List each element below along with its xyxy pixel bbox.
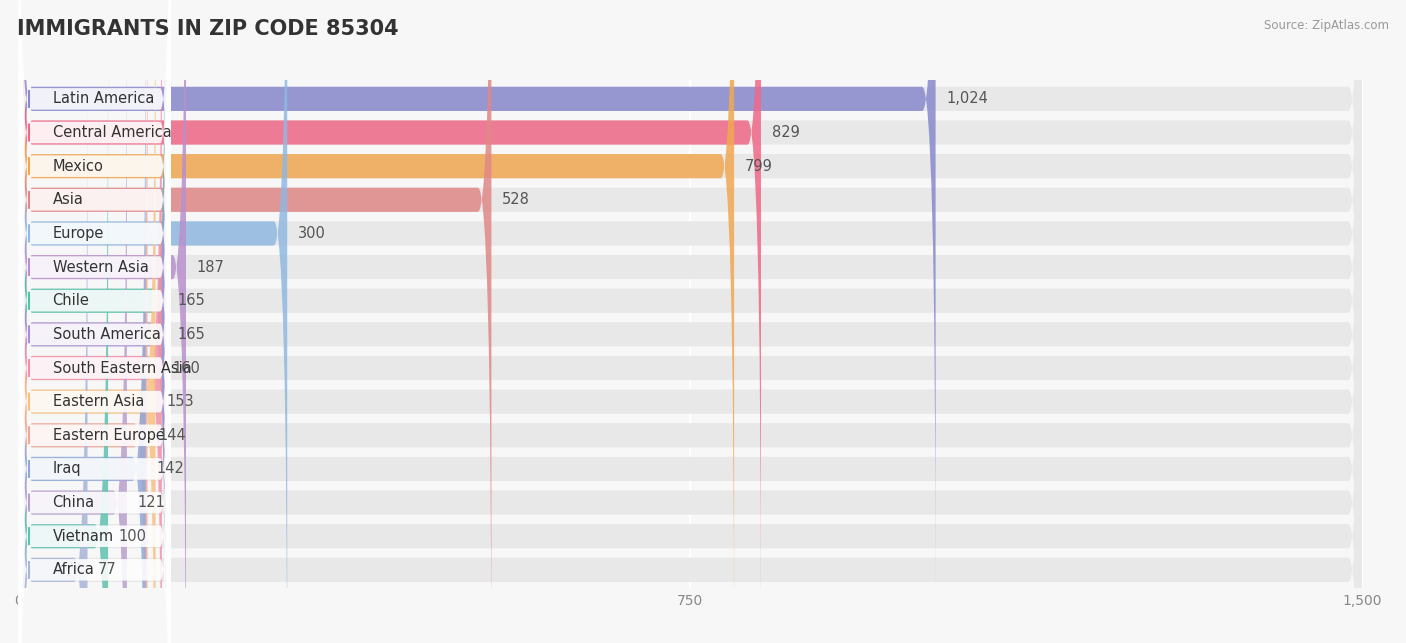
Text: 77: 77 — [98, 563, 117, 577]
FancyBboxPatch shape — [18, 0, 170, 643]
FancyBboxPatch shape — [18, 0, 1362, 643]
FancyBboxPatch shape — [18, 110, 170, 643]
FancyBboxPatch shape — [18, 0, 166, 643]
FancyBboxPatch shape — [18, 42, 170, 643]
FancyBboxPatch shape — [18, 0, 166, 643]
FancyBboxPatch shape — [18, 0, 170, 626]
FancyBboxPatch shape — [18, 44, 108, 643]
Text: 153: 153 — [166, 394, 194, 409]
FancyBboxPatch shape — [18, 0, 170, 559]
FancyBboxPatch shape — [18, 0, 287, 643]
Text: IMMIGRANTS IN ZIP CODE 85304: IMMIGRANTS IN ZIP CODE 85304 — [17, 19, 398, 39]
FancyBboxPatch shape — [18, 10, 1362, 643]
FancyBboxPatch shape — [18, 9, 170, 643]
FancyBboxPatch shape — [18, 0, 935, 592]
Text: Latin America: Latin America — [52, 91, 153, 106]
FancyBboxPatch shape — [18, 10, 127, 643]
FancyBboxPatch shape — [18, 0, 734, 643]
Text: Europe: Europe — [52, 226, 104, 241]
Text: 121: 121 — [138, 495, 166, 510]
Text: Iraq: Iraq — [52, 462, 82, 476]
FancyBboxPatch shape — [18, 0, 186, 643]
Text: 160: 160 — [173, 361, 201, 376]
Text: 165: 165 — [177, 293, 205, 308]
FancyBboxPatch shape — [18, 0, 1362, 643]
Text: 1,024: 1,024 — [946, 91, 988, 106]
Text: South Eastern Asia: South Eastern Asia — [52, 361, 191, 376]
FancyBboxPatch shape — [18, 77, 87, 643]
FancyBboxPatch shape — [18, 0, 170, 643]
Text: 829: 829 — [772, 125, 800, 140]
FancyBboxPatch shape — [18, 0, 146, 643]
FancyBboxPatch shape — [18, 0, 1362, 643]
Text: Mexico: Mexico — [52, 159, 104, 174]
FancyBboxPatch shape — [18, 177, 170, 643]
FancyBboxPatch shape — [18, 143, 170, 643]
FancyBboxPatch shape — [18, 0, 492, 643]
Text: Chile: Chile — [52, 293, 90, 308]
Text: 144: 144 — [159, 428, 186, 443]
Text: Vietnam: Vietnam — [52, 529, 114, 544]
FancyBboxPatch shape — [18, 0, 170, 643]
FancyBboxPatch shape — [18, 0, 170, 593]
FancyBboxPatch shape — [18, 0, 1362, 625]
FancyBboxPatch shape — [18, 0, 1362, 643]
Text: Asia: Asia — [52, 192, 83, 207]
FancyBboxPatch shape — [18, 0, 170, 525]
Text: Eastern Asia: Eastern Asia — [52, 394, 143, 409]
FancyBboxPatch shape — [18, 0, 1362, 643]
FancyBboxPatch shape — [18, 0, 1362, 592]
Text: 165: 165 — [177, 327, 205, 342]
Text: 142: 142 — [156, 462, 184, 476]
Text: Source: ZipAtlas.com: Source: ZipAtlas.com — [1264, 19, 1389, 32]
FancyBboxPatch shape — [18, 0, 1362, 643]
Text: South America: South America — [52, 327, 160, 342]
FancyBboxPatch shape — [18, 0, 1362, 643]
Text: 100: 100 — [120, 529, 146, 544]
FancyBboxPatch shape — [18, 0, 148, 643]
FancyBboxPatch shape — [18, 0, 1362, 643]
Text: China: China — [52, 495, 94, 510]
Text: 528: 528 — [502, 192, 530, 207]
FancyBboxPatch shape — [18, 0, 761, 625]
FancyBboxPatch shape — [18, 0, 156, 643]
Text: 300: 300 — [298, 226, 326, 241]
Text: Central America: Central America — [52, 125, 172, 140]
FancyBboxPatch shape — [18, 76, 170, 643]
Text: 799: 799 — [745, 159, 773, 174]
FancyBboxPatch shape — [18, 44, 1362, 643]
FancyBboxPatch shape — [18, 0, 170, 492]
FancyBboxPatch shape — [18, 0, 1362, 643]
Text: Africa: Africa — [52, 563, 94, 577]
Text: Eastern Europe: Eastern Europe — [52, 428, 165, 443]
FancyBboxPatch shape — [18, 0, 170, 643]
FancyBboxPatch shape — [18, 0, 162, 643]
FancyBboxPatch shape — [18, 77, 1362, 643]
FancyBboxPatch shape — [18, 0, 1362, 643]
Text: Western Asia: Western Asia — [52, 260, 149, 275]
Text: 187: 187 — [197, 260, 225, 275]
